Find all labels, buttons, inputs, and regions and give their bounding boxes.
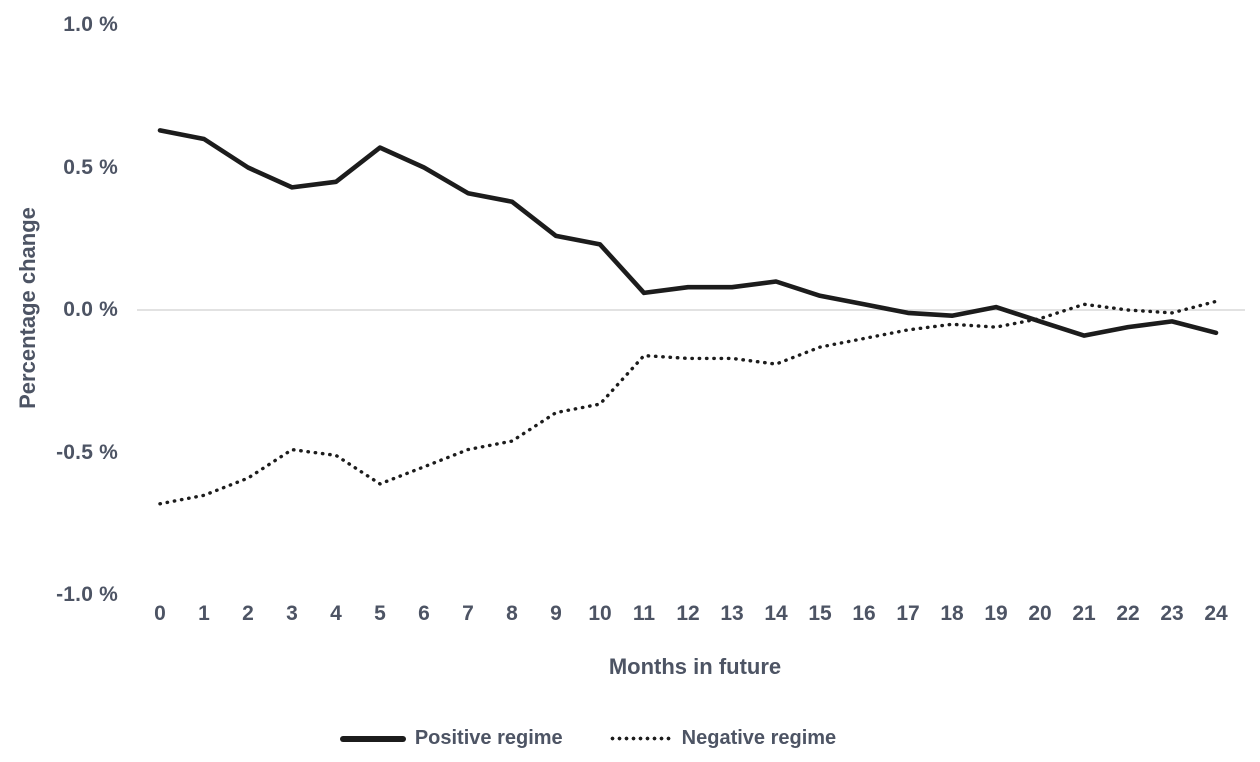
x-tick-label: 13: [720, 602, 744, 625]
x-tick-label: 4: [330, 602, 342, 625]
x-tick-label: 18: [940, 602, 964, 625]
x-tick-label: 9: [550, 602, 562, 625]
x-tick-label: 10: [588, 602, 612, 625]
x-axis-title: Months in future: [608, 654, 782, 679]
x-tick-label: 20: [1028, 602, 1052, 625]
x-tick-label: 2: [242, 602, 254, 625]
y-tick-label: -0.5 %: [56, 440, 118, 464]
x-tick-label: 3: [286, 602, 298, 625]
dotted-line-swatch: [608, 736, 673, 741]
x-tick-label: 7: [462, 602, 474, 625]
x-tick-label: 23: [1160, 602, 1184, 625]
x-tick-label: 22: [1116, 602, 1140, 625]
x-tick-label: 14: [764, 602, 788, 625]
x-tick-label: 15: [808, 602, 832, 625]
legend-item-positive-regime: Positive regime: [339, 727, 563, 750]
x-tick-label: 5: [374, 602, 386, 625]
legend-label-negative-regime: Negative regime: [681, 727, 837, 749]
y-tick-label: 0.5 %: [63, 155, 118, 179]
x-tick-label: 11: [632, 602, 656, 625]
legend-item-negative-regime: Negative regime: [608, 727, 837, 750]
legend: Positive regime Negative regime: [0, 727, 1176, 750]
x-tick-label: 16: [852, 602, 876, 625]
x-tick-label: 6: [418, 602, 430, 625]
x-tick-label: 0: [154, 602, 166, 625]
solid-line-swatch: [339, 735, 406, 742]
legend-label-positive-regime: Positive regime: [414, 727, 563, 749]
y-tick-label: 1.0 %: [63, 13, 118, 36]
x-tick-label: 8: [506, 602, 518, 625]
series-line-negative-regime: [158, 299, 1218, 506]
x-tick-label: 24: [1204, 602, 1228, 625]
x-tick-label: 12: [676, 602, 700, 625]
y-tick-label: 0.0 %: [63, 298, 118, 321]
x-tick-label: 1: [198, 602, 210, 625]
x-tick-label: 19: [984, 602, 1008, 625]
x-tick-label: 21: [1072, 602, 1096, 625]
series-line-positive-regime: [157, 128, 1219, 338]
y-tick-label: -1.0 %: [56, 583, 118, 606]
x-tick-label: 17: [896, 602, 920, 625]
